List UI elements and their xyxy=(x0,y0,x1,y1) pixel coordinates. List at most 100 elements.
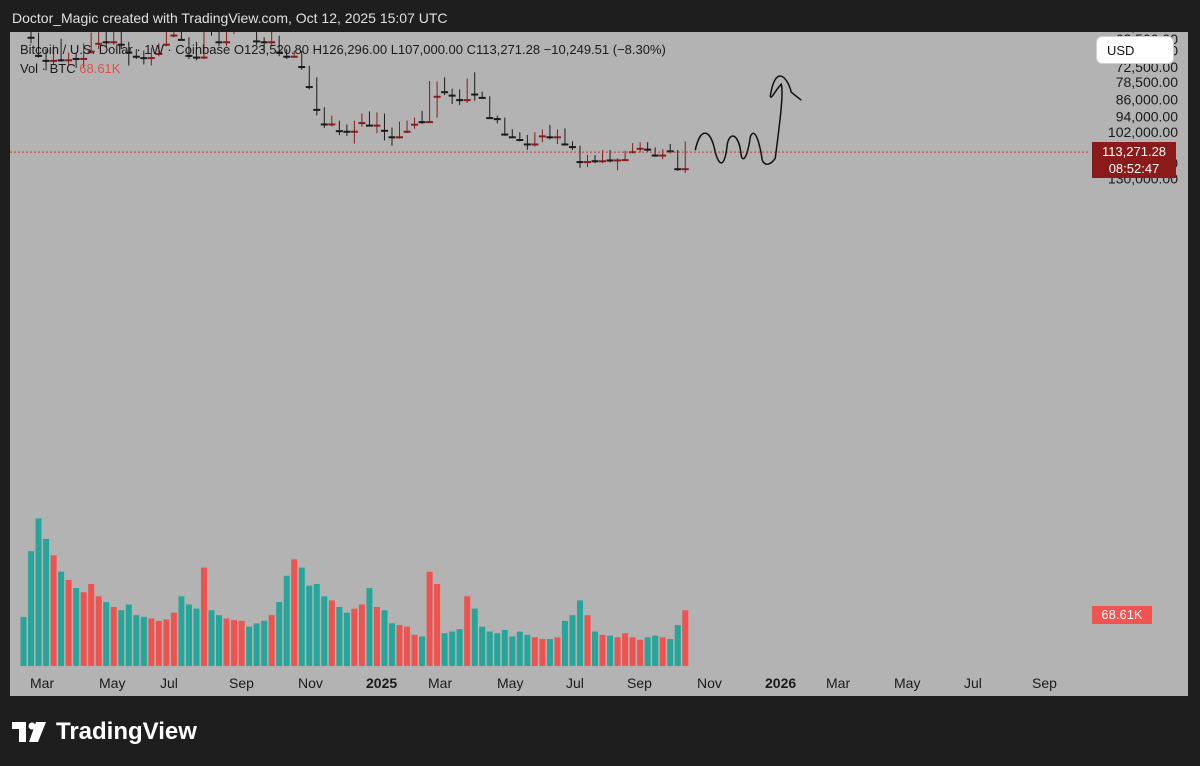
candle-body xyxy=(95,42,103,45)
x-axis: Mar May Jul Sep Nov 2025 Mar May Jul Sep Nov 2026 Ma… xyxy=(30,675,1057,691)
y-tick-label: 102,000.00 xyxy=(1108,124,1178,140)
candle-body xyxy=(72,57,80,60)
volume-bar xyxy=(313,584,320,666)
candle-body xyxy=(102,41,110,44)
candle-body xyxy=(27,36,35,39)
volume-bar xyxy=(20,616,27,666)
candle-body xyxy=(358,122,366,125)
volume-bar xyxy=(140,616,147,666)
x-tick-label: May xyxy=(497,675,523,691)
volume-bar xyxy=(336,606,343,666)
volume-bar xyxy=(88,584,95,666)
candle-body xyxy=(561,143,569,146)
candle-body xyxy=(553,136,561,139)
candle-body xyxy=(343,130,351,133)
candlestick-chart[interactable]: 130,000.00120,000.00102,000.0094,000.008… xyxy=(10,32,1188,696)
volume-bar xyxy=(261,620,268,666)
volume-bar xyxy=(652,635,659,666)
candle-body xyxy=(456,99,464,102)
candle-body xyxy=(328,123,336,126)
candle-body xyxy=(599,160,607,163)
volume-bar xyxy=(103,602,110,666)
volume-bar xyxy=(441,633,448,666)
volume-bar xyxy=(576,600,583,666)
candle-body xyxy=(538,135,546,138)
legend: Bitcoin / U.S. Dollar · 1W · Coinbase O1… xyxy=(20,40,666,78)
volume-bar xyxy=(426,571,433,666)
candle-body xyxy=(396,136,403,139)
volume-bar xyxy=(306,585,313,666)
volume-bar xyxy=(494,633,501,666)
candle-body xyxy=(373,124,381,127)
candle-body xyxy=(606,159,614,162)
volume-bar xyxy=(351,608,358,666)
volume-tag: 68.61K xyxy=(1092,606,1152,624)
candle-body xyxy=(320,123,328,126)
candle-body xyxy=(260,41,268,44)
volume-bar xyxy=(298,567,305,666)
candle-body xyxy=(155,52,163,55)
volume-bar xyxy=(321,596,328,666)
candle-body xyxy=(42,59,50,62)
volume-bar xyxy=(471,608,478,666)
currency-button[interactable]: USD xyxy=(1096,36,1174,64)
candle-body xyxy=(471,93,479,96)
x-tick-label: May xyxy=(894,675,920,691)
x-tick-label: Jul xyxy=(566,675,584,691)
candle-body xyxy=(298,66,306,69)
current-price-value: 113,271.28 xyxy=(1101,144,1167,159)
candle-body xyxy=(448,94,456,97)
volume-bar xyxy=(524,634,531,666)
volume-bar xyxy=(592,631,599,666)
candle-body xyxy=(275,51,283,54)
candle-body xyxy=(57,59,65,62)
candle-body xyxy=(365,124,373,127)
volume-bar xyxy=(50,555,57,666)
candle-body xyxy=(35,54,43,57)
volume-bar xyxy=(35,518,42,666)
volume-bar xyxy=(614,637,621,666)
x-tick-label: Sep xyxy=(229,675,254,691)
x-tick-label: May xyxy=(99,675,125,691)
candle-body xyxy=(350,130,358,133)
candle-body xyxy=(162,43,170,46)
candle-body xyxy=(140,57,148,60)
candle-body xyxy=(493,118,501,121)
candle-body xyxy=(125,51,133,54)
x-tick-label: 2026 xyxy=(765,675,796,691)
candle-body xyxy=(568,146,576,149)
volume-bar xyxy=(170,612,177,666)
volume-bar xyxy=(569,615,576,666)
candle-body xyxy=(463,99,471,102)
volume-value: 68.61K xyxy=(79,61,121,76)
volume-bar xyxy=(584,615,591,666)
volume-bar xyxy=(268,615,275,666)
x-tick-label: Nov xyxy=(697,675,722,691)
candle-body xyxy=(117,43,125,46)
candle-body xyxy=(546,136,554,139)
candle-body xyxy=(636,147,644,150)
volume-bar xyxy=(554,637,561,666)
candle-body xyxy=(65,59,73,62)
candle-body xyxy=(403,130,411,133)
volume-bar xyxy=(276,602,283,666)
volume-bar xyxy=(65,579,72,666)
volume-bar xyxy=(246,626,253,666)
chart-area[interactable]: 130,000.00120,000.00102,000.0094,000.008… xyxy=(10,32,1188,696)
x-tick-label: 2025 xyxy=(366,675,397,691)
volume-layer xyxy=(20,518,689,666)
candle-body xyxy=(441,91,449,94)
candle-body xyxy=(132,55,140,58)
candle-body xyxy=(411,123,419,126)
volume-bar xyxy=(223,618,230,666)
volume-bar xyxy=(486,631,493,666)
volume-bar xyxy=(456,629,463,666)
volume-bar xyxy=(328,600,335,666)
volume-bar xyxy=(193,608,200,666)
volume-bar xyxy=(674,625,681,666)
volume-bar xyxy=(509,636,516,666)
x-tick-label: Jul xyxy=(160,675,178,691)
volume-bar xyxy=(607,635,614,666)
candle-body xyxy=(674,168,682,171)
y-tick-label: 94,000.00 xyxy=(1116,109,1178,125)
